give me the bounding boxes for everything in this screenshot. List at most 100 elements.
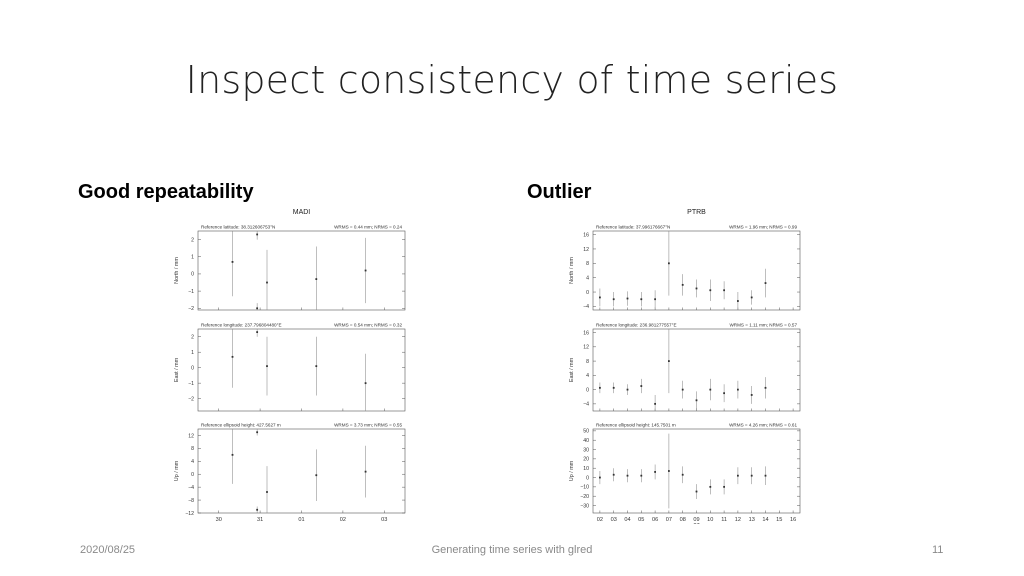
madi-panel-2-frame bbox=[197, 328, 406, 412]
ptrb-panel-1-data-point bbox=[709, 289, 712, 292]
madi-panel-2-data-point bbox=[256, 331, 259, 333]
outlier-heading: Outlier bbox=[527, 181, 592, 203]
madi-panel-2-reference: Reference longitude: 237.796804480°E bbox=[201, 323, 282, 328]
ptrb-panel-1-data-point bbox=[612, 298, 615, 301]
madi-panel-3-ytick-label: −12 bbox=[185, 511, 194, 517]
madi-panel-1-ytick-label: −2 bbox=[188, 306, 194, 312]
madi-panel-3-data-point bbox=[231, 453, 234, 456]
footer-title: Generating time series with glred bbox=[431, 544, 593, 556]
ptrb-panel-2-data-point bbox=[695, 399, 698, 402]
ptrb-panel-3-data-point bbox=[640, 474, 643, 477]
madi-panel-3-ylabel: Up / mm bbox=[174, 460, 180, 481]
ptrb-panel-3-frame bbox=[592, 428, 801, 514]
ptrb-xtick-label: 12 bbox=[735, 517, 741, 523]
ptrb-panel-3-ytick-label: 0 bbox=[586, 475, 589, 481]
madi-panel-1-frame bbox=[197, 230, 406, 311]
madi-panel-3-ytick-label: 4 bbox=[191, 459, 194, 465]
ptrb-xtick-label: 15 bbox=[776, 517, 782, 523]
ptrb-panel-1-data-point bbox=[764, 282, 767, 284]
ptrb-x-sublabel: 07 bbox=[693, 523, 699, 524]
madi-panel-2-ytick-label: −1 bbox=[188, 381, 194, 387]
madi-panel-1-ylabel: North / mm bbox=[174, 257, 180, 284]
ptrb-panel-3-data-point bbox=[681, 473, 684, 476]
ptrb-xtick-label: 16 bbox=[790, 517, 796, 523]
madi-station-title: MADI bbox=[293, 209, 311, 216]
ptrb-panel-2-ytick-label: 12 bbox=[583, 345, 589, 351]
madi-panel-2-data-point bbox=[315, 365, 318, 368]
ptrb-panel-1-data-point bbox=[654, 298, 656, 301]
ptrb-panel-3-ytick-label: 30 bbox=[583, 447, 589, 453]
ptrb-panel-3-ytick-label: −30 bbox=[580, 503, 589, 509]
slide-title: Inspect consistency of time series bbox=[185, 58, 839, 102]
madi-panel-3-ytick-label: 12 bbox=[188, 433, 194, 439]
ptrb-panel-2-data-point bbox=[737, 388, 739, 391]
ptrb-panel-2-data-point bbox=[723, 392, 725, 395]
madi-panel-1-data-point bbox=[256, 233, 259, 236]
ptrb-panel-3-data-point bbox=[750, 474, 753, 477]
ptrb-panel-2-ytick-label: 8 bbox=[586, 359, 589, 365]
madi-chart-svg: MADI Reference latitude: 38.312606753°N WR… bbox=[174, 209, 406, 523]
madi-panel-1-data-point bbox=[364, 269, 367, 272]
ptrb-xtick-label: 03 bbox=[611, 517, 617, 523]
ptrb-xtick-label: 13 bbox=[749, 517, 755, 523]
good-repeatability-heading: Good repeatability bbox=[78, 181, 254, 203]
ptrb-panel-3-ytick-label: 50 bbox=[583, 429, 589, 435]
madi-panel-1-data-point bbox=[256, 307, 259, 310]
madi-panel-3-data-point bbox=[315, 474, 318, 477]
madi-xtick-label: 02 bbox=[340, 517, 346, 523]
madi-panel-2-stats: WRMS = 0.54 mm; NRMS = 0.32 bbox=[334, 323, 402, 328]
ptrb-panel-3-data-point bbox=[599, 476, 601, 479]
ptrb-panel-1-data-point bbox=[681, 283, 684, 286]
madi-xtick-label: 01 bbox=[298, 517, 304, 523]
ptrb-panel-3-ylabel: Up / mm bbox=[569, 460, 575, 481]
madi-panel-3-reference: Reference ellipsoid height: 427.5627 m bbox=[201, 423, 281, 428]
ptrb-panel-2-ytick-label: −4 bbox=[583, 402, 589, 408]
ptrb-panel-2-reference: Reference longitude: 236.981277557°E bbox=[596, 323, 677, 328]
ptrb-panel-3-ytick-label: −20 bbox=[580, 494, 589, 500]
madi-panel-3-data-point bbox=[256, 431, 259, 434]
ptrb-xtick-label: 10 bbox=[707, 517, 713, 523]
ptrb-xtick-label: 11 bbox=[721, 517, 727, 523]
ptrb-panel-1-data-point bbox=[723, 289, 725, 292]
madi-panel-2-ylabel: East / mm bbox=[174, 357, 180, 382]
ptrb-panel-3-reference: Reference ellipsoid height: 145.7501 m bbox=[596, 423, 676, 428]
ptrb-panel-1-data-point bbox=[695, 287, 698, 290]
ptrb-xtick-label: 06 bbox=[652, 517, 658, 523]
ptrb-panel-1-ylabel: North / mm bbox=[569, 257, 575, 284]
ptrb-panel-2-data-point bbox=[681, 388, 684, 391]
madi-panel-2-ytick-label: 1 bbox=[191, 350, 194, 356]
madi-panel-1-ytick-label: 0 bbox=[191, 272, 194, 278]
madi-panel-2-data-point bbox=[266, 365, 268, 368]
madi-panel-3-ytick-label: 0 bbox=[191, 472, 194, 478]
ptrb-panel-1-frame bbox=[592, 230, 801, 311]
ptrb-xtick-label: 04 bbox=[624, 517, 630, 523]
ptrb-panel-3-data-point bbox=[654, 471, 656, 473]
ptrb-xtick-label: 14 bbox=[762, 517, 768, 523]
ptrb-panel-3-ytick-label: 10 bbox=[583, 466, 589, 472]
ptrb-chart-svg: PTRB Reference latitude: 37.996176667°N WR… bbox=[569, 209, 801, 524]
ptrb-panel-3-ytick-label: −10 bbox=[580, 485, 589, 491]
ptrb-panel-1-ytick-label: 8 bbox=[586, 261, 589, 267]
ptrb-panel-2-stats: WRMS = 1.11 mm; NRMS = 0.57 bbox=[729, 323, 797, 328]
madi-panel-2-data-point bbox=[364, 382, 367, 385]
madi-xtick-label: 31 bbox=[257, 517, 263, 523]
ptrb-panel-1-ytick-label: 0 bbox=[586, 290, 589, 296]
ptrb-panel-1-ytick-label: −4 bbox=[583, 304, 589, 310]
ptrb-station-title: PTRB bbox=[687, 209, 706, 216]
footer-date: 2020/08/25 bbox=[80, 544, 136, 556]
ptrb-panel-3-stats: WRMS = 4.26 mm; NRMS = 0.61 bbox=[729, 423, 797, 428]
ptrb-xtick-label: 07 bbox=[666, 517, 672, 523]
ptrb-xtick-label: 08 bbox=[680, 517, 686, 523]
madi-panel-1-ytick-label: 1 bbox=[191, 255, 194, 261]
ptrb-panel-1-data-point bbox=[640, 298, 643, 301]
madi-panel-2-data-point bbox=[231, 355, 234, 358]
ptrb-panel-1-data-point bbox=[737, 300, 739, 302]
madi-panel-2-ytick-label: 2 bbox=[191, 335, 194, 341]
ptrb-panel-3-data-point bbox=[612, 473, 615, 476]
ptrb-panel-1-data-point bbox=[599, 296, 601, 299]
madi-panel-1-ytick-label: −1 bbox=[188, 289, 194, 295]
ptrb-xtick-label: 02 bbox=[597, 517, 603, 523]
ptrb-panel-2-data-point bbox=[668, 360, 670, 362]
ptrb-panel-3-data-point bbox=[764, 474, 767, 477]
ptrb-panel-3-data-point bbox=[695, 490, 698, 493]
